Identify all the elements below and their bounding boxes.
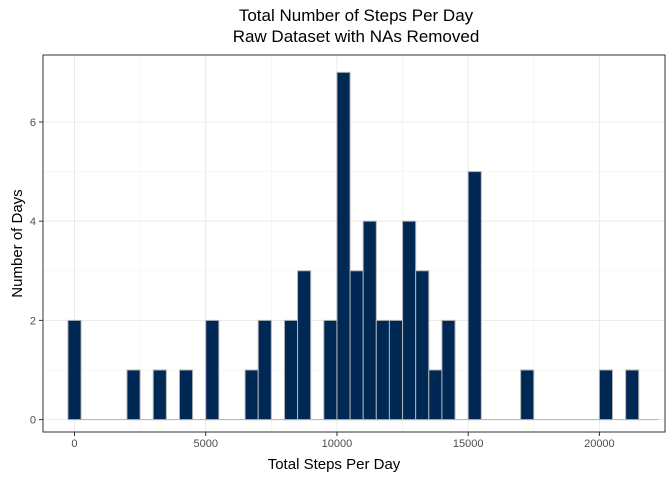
y-tick-label: 4 — [30, 216, 36, 228]
histogram-bar — [598, 369, 614, 421]
histogram-bar — [467, 171, 482, 421]
histogram-bar — [283, 319, 299, 421]
histogram-bar — [126, 369, 141, 421]
y-tick-label: 0 — [30, 415, 36, 427]
histogram-bar — [349, 270, 364, 421]
histogram-bar — [441, 319, 456, 421]
x-tick-label: 15000 — [453, 438, 484, 450]
x-tick-label: 20000 — [584, 438, 615, 450]
histogram-bar — [323, 319, 338, 421]
histogram-bar — [152, 369, 167, 421]
histogram-bar — [388, 319, 404, 421]
x-tick-label: 0 — [71, 438, 77, 450]
histogram-bar — [520, 369, 535, 421]
x-tick-label: 5000 — [193, 438, 217, 450]
histogram-bar — [257, 319, 272, 421]
histogram-bar — [297, 270, 312, 421]
x-axis-label: Total Steps Per Day — [268, 456, 401, 473]
histogram-bar — [625, 369, 640, 421]
histogram-bar — [402, 220, 417, 421]
histogram-bars — [67, 71, 640, 421]
histogram-bar — [336, 71, 351, 421]
y-axis-label: Number of Days — [9, 189, 26, 297]
chart-subtitle: Raw Dataset with NAs Removed — [232, 27, 480, 46]
panel-border — [42, 54, 666, 433]
histogram-bar — [375, 319, 390, 421]
histogram-bar — [428, 369, 443, 421]
y-tick-label: 6 — [30, 117, 36, 129]
histogram-bar — [415, 270, 430, 421]
y-axis-ticks: 0 2 4 6 — [30, 117, 43, 427]
x-axis-ticks: 0 5000 10000 15000 20000 — [71, 432, 615, 450]
y-tick-label: 2 — [30, 315, 36, 327]
histogram-bar — [362, 220, 377, 421]
histogram-bar — [244, 369, 259, 421]
chart-title: Total Number of Steps Per Day — [238, 6, 474, 25]
x-tick-label: 10000 — [322, 438, 353, 450]
histogram-bar — [67, 319, 82, 421]
histogram-bar — [205, 319, 220, 421]
histogram-bar — [178, 369, 194, 421]
